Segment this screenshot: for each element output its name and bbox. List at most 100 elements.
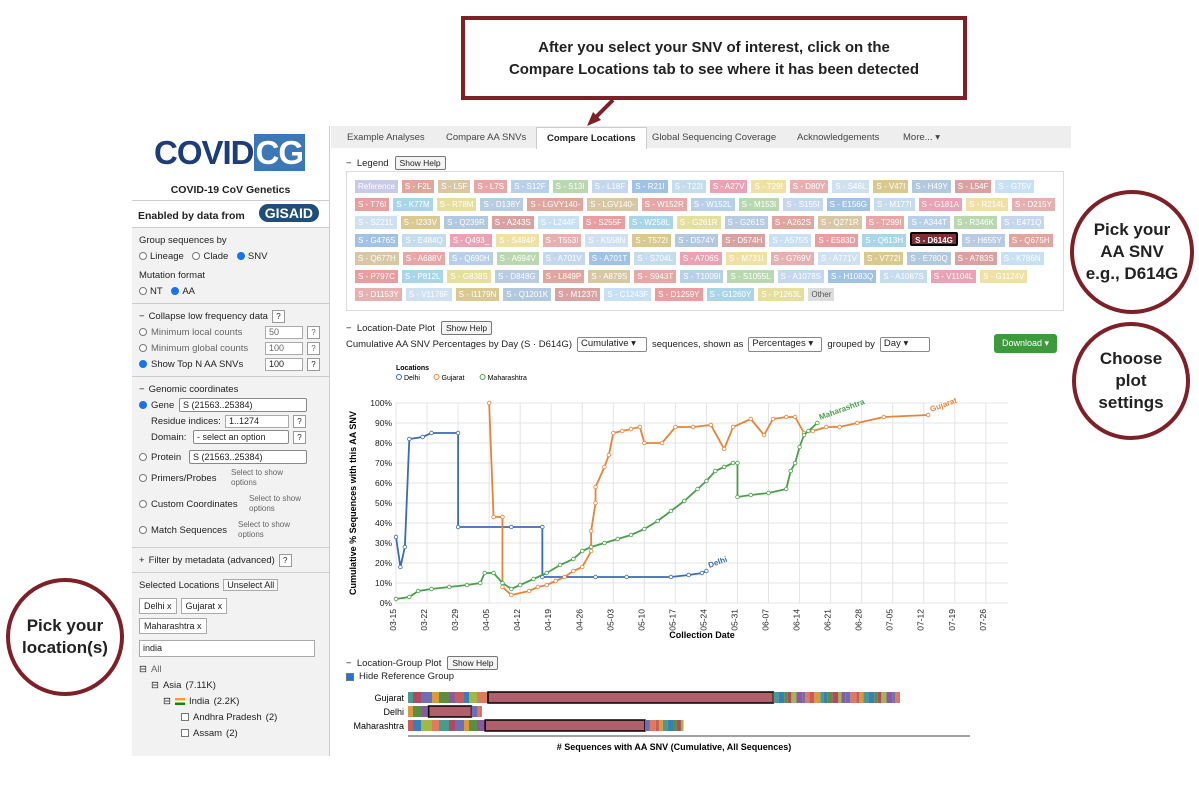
data-point[interactable]: [655, 518, 660, 524]
bar-segment[interactable]: [886, 692, 893, 703]
bar-segment[interactable]: [408, 720, 413, 731]
legend-item[interactable]: S - A344T: [908, 216, 951, 229]
legend-item[interactable]: S - S46L: [832, 180, 870, 193]
bar-segment[interactable]: [814, 692, 821, 703]
bar-segment[interactable]: [868, 692, 875, 703]
bar-segment[interactable]: [791, 692, 797, 703]
legend-item[interactable]: S - G1260Y: [706, 288, 755, 301]
bar-segment[interactable]: [480, 706, 482, 717]
gene-select[interactable]: S (21563..25384): [179, 398, 307, 412]
data-point[interactable]: [455, 524, 461, 530]
bar-segment[interactable]: [439, 692, 449, 703]
data-point[interactable]: [420, 434, 425, 440]
bar-segment[interactable]: [874, 692, 878, 703]
data-point[interactable]: [486, 400, 492, 406]
legend-item[interactable]: S - A694V: [496, 252, 539, 265]
legend-item[interactable]: S - D80Y: [789, 180, 829, 193]
residue-input[interactable]: 1..1274: [225, 414, 289, 428]
data-point[interactable]: [580, 564, 585, 570]
legend-item[interactable]: S - E780Q: [907, 252, 951, 265]
bar-segment[interactable]: [787, 692, 792, 703]
data-point[interactable]: [637, 424, 643, 430]
snv-radio[interactable]: [236, 252, 245, 260]
download-button[interactable]: Download ▾: [994, 334, 1057, 353]
data-point[interactable]: [748, 416, 753, 422]
legend-item[interactable]: S - T29I: [751, 180, 786, 193]
bar-segment[interactable]: [413, 706, 421, 717]
tree-andhra-label[interactable]: Andhra Pradesh: [193, 711, 262, 723]
legend-item[interactable]: S - M731I: [725, 252, 767, 265]
bar-segment[interactable]: [469, 692, 477, 703]
aa-radio[interactable]: [171, 287, 180, 295]
legend-item[interactable]: S - M1237I: [555, 288, 601, 301]
data-point[interactable]: [682, 498, 687, 504]
data-point[interactable]: [628, 426, 634, 432]
tab-compare-aa-snvs[interactable]: Compare AA SNVs: [446, 132, 527, 143]
legend-item[interactable]: S - I1179N: [455, 288, 500, 301]
location-date-help-button[interactable]: Show Help: [441, 321, 493, 335]
bar-segment[interactable]: [413, 692, 421, 703]
domain-select[interactable]: - select an option: [193, 430, 289, 444]
legend-item[interactable]: S - LGVY140-: [527, 198, 584, 211]
data-point[interactable]: [801, 432, 807, 438]
data-point[interactable]: [784, 414, 789, 420]
tree-collapse-icon[interactable]: ⊟: [151, 679, 159, 691]
bar-segment[interactable]: [881, 692, 887, 703]
location-tag-maharashtra[interactable]: Maharashtra x: [139, 618, 207, 634]
percentages-select[interactable]: Percentages ▾: [748, 337, 823, 352]
tab-acknowledgements[interactable]: Acknowledgements: [797, 132, 880, 143]
data-point[interactable]: [393, 534, 399, 540]
bar-segment[interactable]: [823, 692, 828, 703]
legend-item[interactable]: S - C1243F: [604, 288, 652, 301]
legend-item[interactable]: S - R214L: [966, 198, 1009, 211]
legend-item[interactable]: S - S494P: [496, 234, 539, 247]
legend-item[interactable]: S - T76I: [355, 198, 390, 211]
data-point[interactable]: [628, 532, 634, 538]
data-point[interactable]: [659, 440, 665, 446]
data-point[interactable]: [429, 586, 434, 592]
bar-segment[interactable]: [863, 692, 869, 703]
data-point[interactable]: [704, 568, 709, 574]
data-point[interactable]: [611, 430, 616, 436]
help-button[interactable]: ?: [271, 309, 285, 323]
legend-item[interactable]: S - D574H: [722, 234, 766, 247]
tree-asia-label[interactable]: Asia: [162, 679, 182, 691]
legend-item[interactable]: Reference: [355, 180, 398, 193]
data-point[interactable]: [562, 574, 567, 580]
legend-item[interactable]: S - T572I: [632, 234, 672, 247]
legend-item[interactable]: S - Q613H: [862, 234, 907, 247]
data-point[interactable]: [686, 572, 691, 578]
location-group-help-button[interactable]: Show Help: [447, 656, 499, 670]
data-point[interactable]: [407, 436, 412, 442]
bar-segment-d614g[interactable]: [484, 719, 646, 732]
data-point[interactable]: [837, 424, 842, 430]
data-point[interactable]: [721, 464, 727, 470]
legend-help-button[interactable]: Show Help: [394, 156, 446, 170]
legend-item[interactable]: S - A701T: [588, 252, 631, 265]
bar-segment[interactable]: [432, 692, 439, 703]
data-point[interactable]: [535, 584, 541, 590]
lineage-radio[interactable]: [139, 252, 147, 260]
data-point[interactable]: [482, 570, 487, 576]
legend-item[interactable]: S - D614G: [910, 232, 958, 246]
legend-item[interactable]: S - R78M: [436, 198, 477, 211]
topn-radio[interactable]: [139, 360, 147, 368]
legend-item[interactable]: S - V47I: [873, 180, 909, 193]
data-point[interactable]: [557, 562, 563, 568]
data-point[interactable]: [735, 494, 740, 500]
legend-item[interactable]: S - LGV140-: [587, 198, 638, 211]
legend-item[interactable]: S - V1176F: [405, 288, 452, 301]
data-point[interactable]: [695, 486, 700, 492]
data-point[interactable]: [593, 500, 598, 506]
legend-item[interactable]: S - K558N: [585, 234, 629, 247]
bar-segment[interactable]: [408, 706, 413, 717]
help-button[interactable]: ?: [307, 325, 320, 339]
legend-item[interactable]: S - E583D: [815, 234, 859, 247]
legend-item[interactable]: S - S12F: [511, 180, 549, 193]
data-point[interactable]: [855, 420, 860, 426]
legend-item[interactable]: S - S221L: [355, 216, 397, 229]
bar-segment[interactable]: [856, 692, 860, 703]
bar-segment[interactable]: [469, 720, 477, 731]
legend-item[interactable]: S - D215Y: [1012, 198, 1055, 211]
data-point[interactable]: [393, 596, 399, 602]
